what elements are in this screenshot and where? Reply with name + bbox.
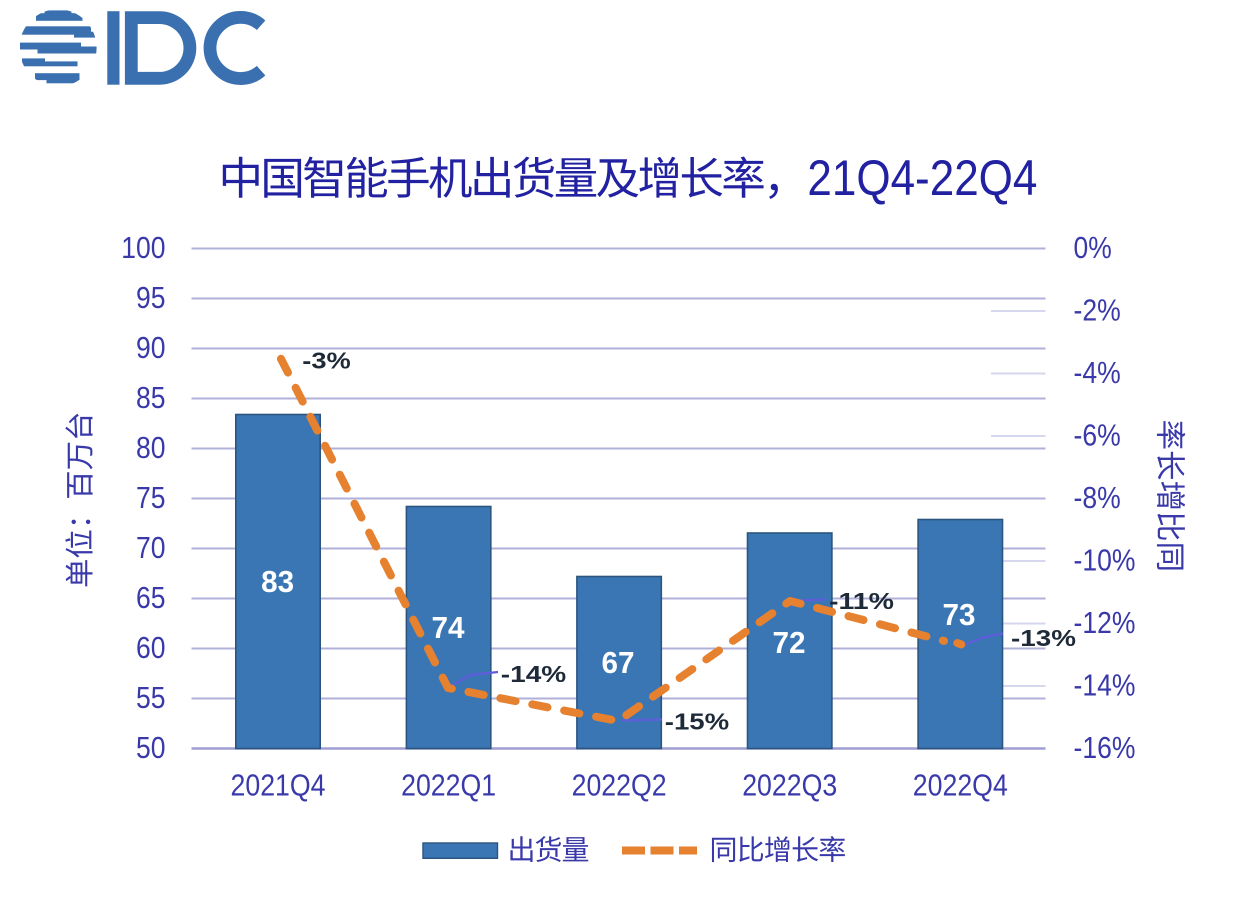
svg-text:2022Q1: 2022Q1 bbox=[401, 769, 496, 803]
svg-text:2022Q4: 2022Q4 bbox=[913, 769, 1008, 803]
svg-text:-6%: -6% bbox=[1074, 419, 1121, 453]
svg-text:21Q4-22Q4: 21Q4-22Q4 bbox=[807, 150, 1037, 206]
svg-text:83: 83 bbox=[261, 564, 294, 599]
svg-text:-12%: -12% bbox=[1074, 606, 1136, 640]
svg-text:55: 55 bbox=[136, 681, 166, 715]
svg-text:-15%: -15% bbox=[665, 709, 730, 735]
svg-text:2022Q2: 2022Q2 bbox=[572, 769, 667, 803]
svg-text:60: 60 bbox=[136, 631, 166, 665]
svg-text:95: 95 bbox=[136, 281, 166, 315]
svg-text:73: 73 bbox=[943, 597, 976, 632]
svg-text:90: 90 bbox=[136, 331, 166, 365]
svg-text:-14%: -14% bbox=[501, 661, 567, 687]
svg-text:85: 85 bbox=[136, 381, 166, 415]
svg-text:-3%: -3% bbox=[302, 348, 351, 374]
svg-text:70: 70 bbox=[136, 531, 166, 565]
svg-text:80: 80 bbox=[136, 431, 166, 465]
svg-text:-4%: -4% bbox=[1074, 356, 1121, 390]
svg-text:65: 65 bbox=[136, 581, 166, 615]
svg-text:75: 75 bbox=[136, 481, 166, 515]
svg-text:-2%: -2% bbox=[1074, 294, 1121, 328]
svg-text:67: 67 bbox=[602, 645, 635, 680]
svg-text:2021Q4: 2021Q4 bbox=[231, 769, 326, 803]
svg-text:74: 74 bbox=[432, 610, 466, 645]
svg-text:0%: 0% bbox=[1074, 231, 1112, 265]
svg-text:100: 100 bbox=[121, 231, 165, 265]
svg-text:72: 72 bbox=[773, 625, 806, 660]
svg-text:-11%: -11% bbox=[829, 588, 894, 614]
svg-text:-10%: -10% bbox=[1074, 544, 1136, 578]
svg-text:-16%: -16% bbox=[1074, 731, 1136, 765]
svg-text:50: 50 bbox=[136, 731, 166, 765]
svg-text:-14%: -14% bbox=[1074, 669, 1136, 703]
svg-text:-8%: -8% bbox=[1074, 481, 1121, 515]
svg-text:2022Q3: 2022Q3 bbox=[742, 769, 837, 803]
svg-text:-13%: -13% bbox=[1011, 625, 1076, 651]
